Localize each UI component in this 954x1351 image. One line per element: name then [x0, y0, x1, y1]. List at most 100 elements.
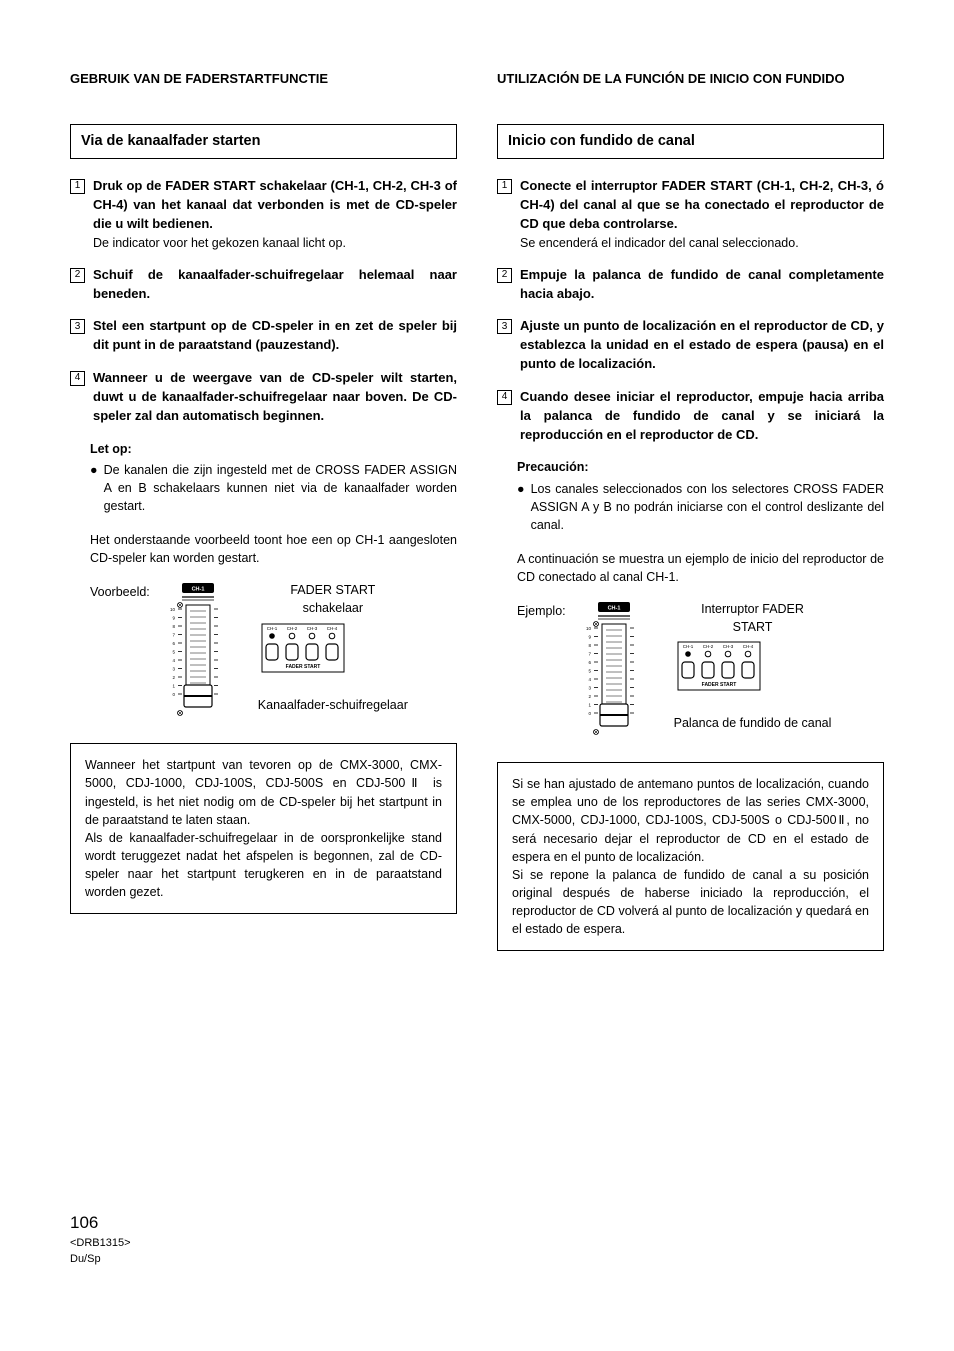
svg-text:2: 2 [588, 694, 591, 699]
step-body: Schuif de kanaalfader-schuifregelaar hel… [93, 266, 457, 304]
step-bold: Cuando desee iniciar el reproductor, emp… [520, 388, 884, 445]
svg-text:7: 7 [588, 652, 591, 657]
left-fader-switch-block: FADER START schakelaar CH-1CH-2CH-3CH-4 … [258, 581, 408, 673]
step-number: 1 [70, 179, 85, 194]
right-fader-label-top: Interruptor FADER [701, 602, 804, 616]
fader-slider-diagram: CH-1 109876543210 [168, 581, 228, 721]
svg-text:0: 0 [172, 692, 175, 697]
left-top-caps: GEBRUIK VAN DE FADERSTARTFUNCTIE [70, 70, 457, 106]
step-body: Ajuste un punto de localización en el re… [520, 317, 884, 374]
left-diagram-labels: FADER START schakelaar CH-1CH-2CH-3CH-4 … [258, 581, 408, 713]
step-number: 2 [70, 268, 85, 283]
svg-text:5: 5 [172, 650, 175, 655]
svg-text:8: 8 [588, 643, 591, 648]
svg-text:4: 4 [588, 677, 591, 682]
svg-text:9: 9 [172, 616, 175, 621]
svg-text:CH-4: CH-4 [742, 644, 753, 649]
page-footer: 106 <DRB1315> Du/Sp [70, 1211, 884, 1268]
step-number: 1 [497, 179, 512, 194]
left-note-text: De kanalen die zijn ingesteld met de CRO… [104, 461, 457, 515]
right-plain-para: A continuación se muestra un ejemplo de … [517, 550, 884, 586]
left-fader-label-top: FADER START [290, 583, 375, 597]
lang-label: Du/Sp [70, 1252, 884, 1268]
svg-text:10: 10 [586, 626, 592, 631]
step-light: Se encenderá el indicador del canal sele… [520, 234, 884, 252]
svg-text:CH-2: CH-2 [702, 644, 713, 649]
step-number: 2 [497, 268, 512, 283]
step-bold: Schuif de kanaalfader-schuifregelaar hel… [93, 266, 457, 304]
svg-text:1: 1 [172, 684, 175, 689]
left-note-title: Let op: [90, 440, 457, 458]
step-number: 3 [70, 319, 85, 334]
doc-ref: <DRB1315> [70, 1236, 884, 1252]
right-steps: 1 Conecte el interruptor FADER START (CH-… [497, 177, 884, 444]
svg-text:6: 6 [588, 660, 591, 665]
fader-slider-diagram: CH-1 109876543210 [584, 600, 644, 740]
left-example: Voorbeeld: CH-1 109876543210 FADER START… [90, 581, 457, 721]
svg-text:1: 1 [588, 703, 591, 708]
step: 2 Empuje la palanca de fundido de canal c… [497, 266, 884, 304]
step-bold: Stel een startpunt op de CD-speler in en… [93, 317, 457, 355]
left-note: Let op: ● De kanalen die zijn ingesteld … [90, 440, 457, 516]
svg-text:7: 7 [172, 633, 175, 638]
svg-text:CH-2: CH-2 [287, 626, 298, 631]
right-note-title: Precaución: [517, 458, 884, 476]
step-light: De indicator voor het gekozen kanaal lic… [93, 234, 457, 252]
right-example: Ejemplo: CH-1 109876543210 Interruptor F… [517, 600, 884, 740]
step: 4Wanneer u de weergave van de CD-speler … [70, 369, 457, 426]
step: 3 Stel een startpunt op de CD-speler in e… [70, 317, 457, 355]
fader-switch-diagram: CH-1CH-2CH-3CH-4 FADER START [258, 622, 408, 674]
right-boxed-heading: Inicio con fundido de canal [497, 124, 884, 159]
svg-text:FADER START: FADER START [701, 682, 736, 688]
svg-text:CH-1: CH-1 [191, 587, 204, 593]
svg-text:6: 6 [172, 641, 175, 646]
left-steps: 1 Druk op de FADER START schakelaar (CH-1… [70, 177, 457, 426]
left-diagram-group: CH-1 109876543210 FADER START schakelaar [168, 581, 408, 721]
step-bold: Druk op de FADER START schakelaar (CH-1,… [93, 177, 457, 234]
step-bold: Empuje la palanca de fundido de canal co… [520, 266, 884, 304]
left-fader-label-bottom: schakelaar [303, 601, 363, 615]
svg-text:CH-1: CH-1 [682, 644, 693, 649]
svg-text:CH-1: CH-1 [607, 606, 620, 612]
svg-text:5: 5 [588, 669, 591, 674]
right-fader-switch-block: Interruptor FADER START CH-1 CH-2 CH-3 CH-4… [674, 600, 832, 692]
step: 1 Druk op de FADER START schakelaar (CH-1… [70, 177, 457, 252]
step-body: Empuje la palanca de fundido de canal co… [520, 266, 884, 304]
step-bold: Ajuste un punto de localización en el re… [520, 317, 884, 374]
svg-text:10: 10 [170, 607, 176, 612]
left-boxed-heading: Via de kanaalfader starten [70, 124, 457, 159]
step: 4 Cuando desee iniciar el reproductor, em… [497, 388, 884, 445]
right-note: Precaución: ● Los canales seleccionados … [517, 458, 884, 534]
svg-text:2: 2 [172, 675, 175, 680]
left-info-box: Wanneer het startpunt van tevoren op de … [70, 743, 457, 914]
step-number: 4 [497, 390, 512, 405]
left-slider-label: Kanaalfader-schuifregelaar [258, 696, 408, 714]
svg-text:CH-4: CH-4 [327, 626, 338, 631]
step-body: Cuando desee iniciar el reproductor, emp… [520, 388, 884, 445]
svg-text:CH-3: CH-3 [722, 644, 733, 649]
two-column-layout: GEBRUIK VAN DE FADERSTARTFUNCTIE Via de … [70, 70, 884, 951]
svg-text:0: 0 [588, 711, 591, 716]
right-fader-label-bottom: START [733, 620, 773, 634]
right-info-box: Si se han ajustado de antemano puntos de… [497, 762, 884, 951]
svg-text:4: 4 [172, 658, 175, 663]
right-slider-label: Palanca de fundido de canal [674, 714, 832, 732]
bullet-icon: ● [90, 461, 98, 515]
right-fader-label: Interruptor FADER START [674, 600, 832, 636]
svg-text:FADER START: FADER START [285, 664, 320, 670]
svg-text:8: 8 [172, 624, 175, 629]
right-example-label: Ejemplo: [517, 600, 566, 620]
left-column: GEBRUIK VAN DE FADERSTARTFUNCTIE Via de … [70, 70, 457, 951]
svg-text:3: 3 [588, 686, 591, 691]
right-note-bullet: ● Los canales seleccionados con los sele… [517, 480, 884, 534]
right-diagram-labels: Interruptor FADER START CH-1 CH-2 CH-3 CH-4… [674, 600, 832, 732]
right-diagram-group: CH-1 109876543210 Interruptor FADER STAR… [584, 600, 832, 740]
fader-switch-diagram: CH-1 CH-2 CH-3 CH-4 FADER START [674, 640, 832, 692]
svg-text:9: 9 [588, 635, 591, 640]
page-number: 106 [70, 1211, 884, 1236]
svg-text:CH-3: CH-3 [307, 626, 318, 631]
svg-text:3: 3 [172, 667, 175, 672]
step-bold: Wanneer u de weergave van de CD-speler w… [93, 369, 457, 426]
left-plain-para: Het onderstaande voorbeeld toont hoe een… [90, 531, 457, 567]
step-body: Conecte el interruptor FADER START (CH-1… [520, 177, 884, 252]
